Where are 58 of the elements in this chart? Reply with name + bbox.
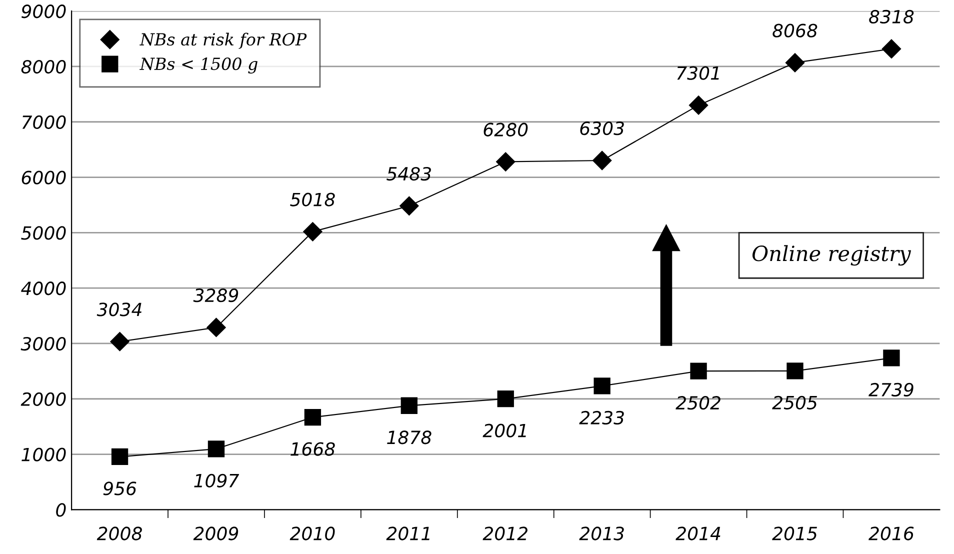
data-label: 2739	[868, 382, 914, 397]
x-tick-label: 2016	[868, 526, 914, 540]
data-label: 6303	[580, 122, 624, 136]
y-tick-label: 1000	[22, 448, 66, 462]
legend-label: NBs < 1500 g	[140, 58, 258, 74]
point	[304, 408, 322, 426]
point	[400, 397, 418, 414]
data-label: 6280	[484, 122, 528, 136]
point	[592, 150, 612, 170]
x-tick-label: 2011	[386, 526, 430, 540]
point	[206, 318, 226, 338]
point	[882, 39, 901, 58]
x-tick-label: 2015	[772, 526, 817, 540]
legend-label: NBs at risk for ROP	[140, 32, 307, 49]
data-label: 956	[103, 482, 136, 496]
data-label: 5483	[386, 166, 431, 181]
x-tick-label: 2009	[193, 526, 238, 540]
data-label: 3034	[96, 302, 142, 316]
point	[883, 350, 900, 366]
data-label: 2001	[482, 424, 526, 438]
data-label: 8318	[869, 10, 914, 24]
point	[400, 196, 419, 216]
y-tick-label: 8000	[21, 60, 66, 74]
x-tick-label: 2010	[290, 526, 335, 540]
point	[110, 332, 130, 352]
y-tick-label: 4000	[21, 282, 66, 296]
data-label: 2505	[772, 396, 817, 410]
x-tick-label: 2014	[676, 526, 720, 540]
annotation: Online registry	[752, 245, 912, 266]
x-tick-label: 2008	[96, 526, 142, 540]
point	[785, 53, 805, 72]
point	[594, 378, 610, 394]
data-label: 2233	[579, 410, 624, 425]
point	[689, 96, 708, 115]
y-tick-label: 6000	[22, 170, 66, 184]
y-tick-label: 3000	[20, 336, 66, 351]
point	[111, 448, 128, 466]
y-tick-label: 7000	[22, 115, 66, 129]
point	[786, 362, 804, 380]
data-label: 3289	[193, 288, 238, 302]
y-tick-label: 9000	[22, 4, 66, 18]
data-label: 1668	[290, 442, 335, 456]
data-label: 1878	[387, 430, 432, 444]
data-label: 1097	[194, 474, 240, 488]
point	[208, 440, 225, 458]
data-label: 2502	[676, 396, 720, 410]
data-label: 7301	[677, 66, 719, 80]
x-tick-label: 2013	[579, 526, 624, 540]
x-tick-label: 2012	[482, 526, 528, 540]
point	[303, 222, 322, 242]
y-tick-label: 5000	[21, 226, 66, 240]
data-label: 5018	[290, 192, 335, 206]
data-label: 8068	[772, 24, 818, 38]
point	[496, 152, 516, 172]
y-tick-label: 0	[56, 503, 66, 517]
y-tick-label: 2000	[20, 392, 66, 406]
point	[690, 362, 707, 380]
point	[497, 390, 514, 408]
